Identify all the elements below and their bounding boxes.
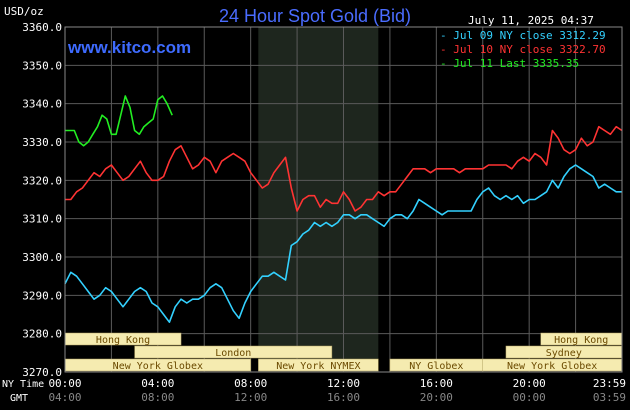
x-tick-ny: 12:00 bbox=[327, 377, 360, 390]
x-tick-gmt: 12:00 bbox=[234, 391, 267, 404]
y-tick-label: 3350.0 bbox=[22, 59, 62, 72]
x-tick-gmt: 20:00 bbox=[420, 391, 453, 404]
session-label: Sydney bbox=[546, 348, 582, 359]
legend-item-jul-09: - Jul 09 NY close 3312.29 bbox=[440, 29, 606, 42]
legend: - Jul 09 NY close 3312.29 - Jul 10 NY cl… bbox=[440, 29, 606, 71]
nymex-session-highlight bbox=[258, 27, 379, 372]
session-label: Hong Kong bbox=[554, 335, 608, 346]
x-tick-gmt: 04:00 bbox=[48, 391, 81, 404]
x-axis-ticks: 00:0004:0004:0008:0008:0012:0012:0016:00… bbox=[48, 377, 626, 404]
legend-item-jul-11: - Jul 11 Last 3335.35 bbox=[440, 57, 580, 70]
x-tick-ny: 16:00 bbox=[420, 377, 453, 390]
session-label: New York NYMEX bbox=[276, 361, 360, 372]
chart-datetime: July 11, 2025 04:37 bbox=[468, 14, 594, 27]
session-label: New York Globex bbox=[507, 361, 597, 372]
plot-border bbox=[64, 26, 623, 373]
y-axis-ticks: 3360.0 3350.0 3340.0 3330.0 3320.0 3310.0 3300… bbox=[22, 21, 62, 379]
y-tick-label: 3270.0 bbox=[22, 366, 62, 379]
x-tick-ny: 04:00 bbox=[141, 377, 174, 390]
session-bar bbox=[258, 358, 379, 372]
session-label: New York Globex bbox=[113, 361, 203, 372]
y-tick-label: 3280.0 bbox=[22, 328, 62, 341]
legend-item-jul-10: - Jul 10 NY close 3322.70 bbox=[440, 43, 606, 56]
session-label: London bbox=[215, 348, 251, 359]
chart-title: 24 Hour Spot Gold (Bid) bbox=[218, 6, 412, 26]
series-line-1 bbox=[65, 125, 623, 212]
y-tick-label: 3300.0 bbox=[22, 251, 62, 264]
series-line-2 bbox=[65, 95, 173, 147]
x-tick-gmt: 03:59 bbox=[593, 391, 626, 404]
y-tick-label: 3320.0 bbox=[22, 174, 62, 187]
y-axis-unit: USD/oz bbox=[4, 5, 44, 18]
y-tick-label: 3290.0 bbox=[22, 289, 62, 302]
gmt-label: GMT bbox=[10, 393, 29, 404]
session-bar bbox=[134, 345, 333, 359]
x-tick-gmt: 16:00 bbox=[327, 391, 360, 404]
ny-time-label: NY Time bbox=[2, 379, 45, 390]
series-line-0 bbox=[64, 164, 622, 324]
grid bbox=[65, 27, 622, 372]
y-tick-label: 3310.0 bbox=[22, 213, 62, 226]
x-tick-gmt: 00:00 bbox=[513, 391, 546, 404]
session-label: NY Globex bbox=[409, 361, 463, 372]
y-tick-label: 3330.0 bbox=[22, 136, 62, 149]
market-sessions: Hong Kong London New York Globex New York N… bbox=[64, 332, 622, 372]
y-tick-label: 3340.0 bbox=[22, 98, 62, 111]
y-tick-label: 3360.0 bbox=[22, 21, 62, 34]
site-url[interactable]: www.kitco.com bbox=[68, 38, 192, 57]
x-tick-ny: 08:00 bbox=[234, 377, 267, 390]
x-tick-ny: 20:00 bbox=[513, 377, 546, 390]
price-series bbox=[64, 95, 623, 324]
session-label: Hong Kong bbox=[96, 335, 150, 346]
x-tick-gmt: 08:00 bbox=[141, 391, 174, 404]
x-tick-ny: 23:59 bbox=[593, 377, 626, 390]
x-tick-ny: 00:00 bbox=[48, 377, 81, 390]
